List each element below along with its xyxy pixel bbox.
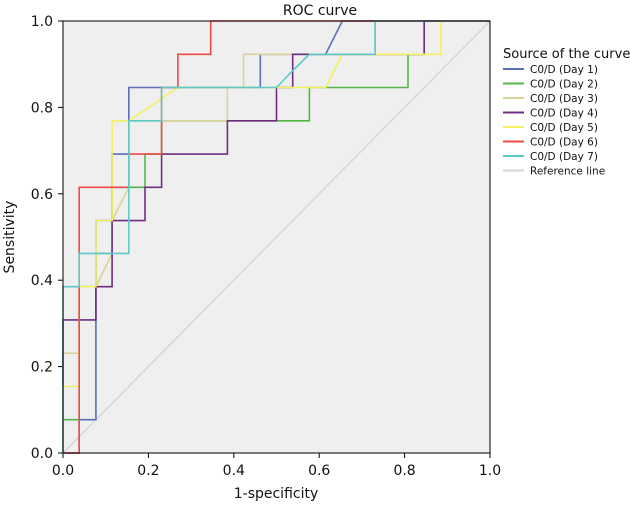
x-tick-label: 0.2: [137, 463, 159, 479]
curve-c0-d-day-7: [62, 20, 490, 453]
x-tick-label: 0.8: [393, 463, 415, 479]
x-axis-label: 1-specificity: [234, 486, 319, 502]
legend-label-c0-d-day-7: C0/D (Day 7): [530, 151, 598, 163]
legend-label-c0-d-day-5: C0/D (Day 5): [530, 122, 598, 134]
y-axis-ticks: 0.0 0.2 0.4 0.6 0.8 1.0: [31, 14, 63, 462]
y-tick-label: 1.0: [31, 14, 53, 30]
legend-label-reference-line: Reference line: [530, 166, 605, 178]
curve-reference-line: [62, 20, 491, 454]
y-tick-label: 0.4: [31, 273, 53, 289]
x-tick-label: 0.4: [223, 463, 245, 479]
legend-label-c0-d-day-2: C0/D (Day 2): [530, 79, 598, 91]
legend-label-c0-d-day-1: C0/D (Day 1): [530, 64, 598, 76]
x-tick-label: 1.0: [479, 463, 501, 479]
roc-curves: [62, 20, 491, 454]
x-axis-ticks: 0.0 0.2 0.4 0.6 0.8 1.0: [52, 453, 501, 479]
chart-title: ROC curve: [283, 3, 357, 19]
legend-label-c0-d-day-3: C0/D (Day 3): [530, 93, 598, 105]
y-tick-label: 0.6: [31, 187, 53, 203]
legend-title: Source of the curve: [503, 47, 630, 62]
x-tick-label: 0.0: [52, 463, 74, 479]
y-tick-label: 0.8: [31, 100, 53, 116]
y-tick-label: 0.0: [31, 446, 53, 462]
y-tick-label: 0.2: [31, 360, 53, 376]
y-axis-label: Sensitivity: [2, 201, 18, 274]
plot-frame: [62, 20, 491, 454]
legend-label-c0-d-day-4: C0/D (Day 4): [530, 108, 598, 120]
legend: Source of the curve C0/D (Day 1) C0/D (Da…: [503, 47, 630, 178]
legend-label-c0-d-day-6: C0/D (Day 6): [530, 137, 598, 149]
x-tick-label: 0.6: [308, 463, 330, 479]
